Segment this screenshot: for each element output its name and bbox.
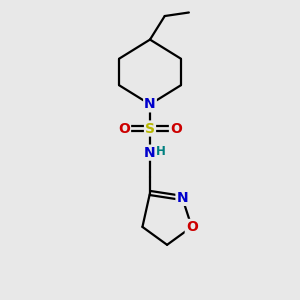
Text: N: N — [144, 98, 156, 111]
Text: H: H — [156, 145, 166, 158]
Text: O: O — [186, 220, 198, 234]
Text: S: S — [145, 122, 155, 136]
Text: N: N — [176, 191, 188, 205]
Text: N: N — [144, 146, 156, 160]
Text: O: O — [118, 122, 130, 136]
Text: O: O — [170, 122, 182, 136]
